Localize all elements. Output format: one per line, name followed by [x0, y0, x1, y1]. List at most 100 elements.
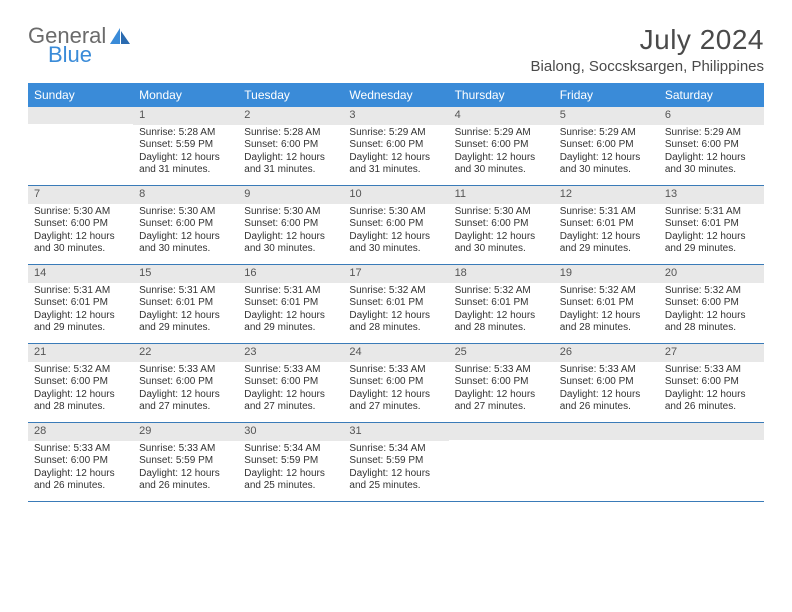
day-line: Daylight: 12 hours and 28 minutes. — [349, 310, 442, 335]
day-line: Sunrise: 5:31 AM — [139, 285, 232, 298]
week-row: 14Sunrise: 5:31 AMSunset: 6:01 PMDayligh… — [28, 265, 764, 344]
day-line: Sunrise: 5:31 AM — [560, 206, 653, 219]
day-cell: 16Sunrise: 5:31 AMSunset: 6:01 PMDayligh… — [238, 265, 343, 343]
day-line: Sunset: 6:00 PM — [34, 455, 127, 468]
day-line: Sunrise: 5:29 AM — [665, 127, 758, 140]
day-body: Sunrise: 5:34 AMSunset: 5:59 PMDaylight:… — [238, 441, 343, 497]
day-cell: 12Sunrise: 5:31 AMSunset: 6:01 PMDayligh… — [554, 186, 659, 264]
month-title: July 2024 — [531, 24, 764, 56]
day-body: Sunrise: 5:29 AMSunset: 6:00 PMDaylight:… — [554, 125, 659, 181]
day-line: Sunrise: 5:33 AM — [34, 443, 127, 456]
day-number: 19 — [554, 265, 659, 283]
day-body: Sunrise: 5:29 AMSunset: 6:00 PMDaylight:… — [343, 125, 448, 181]
day-cell: 3Sunrise: 5:29 AMSunset: 6:00 PMDaylight… — [343, 107, 448, 185]
day-line: Sunrise: 5:31 AM — [665, 206, 758, 219]
day-cell: 25Sunrise: 5:33 AMSunset: 6:00 PMDayligh… — [449, 344, 554, 422]
day-cell: 24Sunrise: 5:33 AMSunset: 6:00 PMDayligh… — [343, 344, 448, 422]
day-line: Daylight: 12 hours and 29 minutes. — [665, 231, 758, 256]
day-number: 30 — [238, 423, 343, 441]
location: Bialong, Soccsksargen, Philippines — [531, 58, 764, 75]
day-line: Sunset: 6:00 PM — [349, 376, 442, 389]
day-cell — [449, 423, 554, 501]
day-cell: 29Sunrise: 5:33 AMSunset: 5:59 PMDayligh… — [133, 423, 238, 501]
day-line: Sunrise: 5:34 AM — [349, 443, 442, 456]
day-body: Sunrise: 5:33 AMSunset: 6:00 PMDaylight:… — [28, 441, 133, 497]
day-number: 21 — [28, 344, 133, 362]
day-line: Daylight: 12 hours and 30 minutes. — [139, 231, 232, 256]
day-body — [28, 124, 133, 130]
day-line: Sunset: 6:01 PM — [560, 218, 653, 231]
day-body — [659, 440, 764, 446]
day-line: Sunrise: 5:30 AM — [139, 206, 232, 219]
day-body: Sunrise: 5:30 AMSunset: 6:00 PMDaylight:… — [343, 204, 448, 260]
dayheader-friday: Friday — [554, 83, 659, 107]
header: General Blue July 2024 Bialong, Soccsksa… — [28, 24, 764, 75]
day-line: Sunrise: 5:32 AM — [560, 285, 653, 298]
day-line: Daylight: 12 hours and 27 minutes. — [244, 389, 337, 414]
day-number: 10 — [343, 186, 448, 204]
day-line: Daylight: 12 hours and 30 minutes. — [455, 152, 548, 177]
dayheader-wednesday: Wednesday — [343, 83, 448, 107]
day-cell: 4Sunrise: 5:29 AMSunset: 6:00 PMDaylight… — [449, 107, 554, 185]
day-line: Daylight: 12 hours and 31 minutes. — [139, 152, 232, 177]
day-line: Sunset: 6:01 PM — [560, 297, 653, 310]
day-line: Sunrise: 5:32 AM — [455, 285, 548, 298]
day-cell: 10Sunrise: 5:30 AMSunset: 6:00 PMDayligh… — [343, 186, 448, 264]
day-line: Daylight: 12 hours and 28 minutes. — [34, 389, 127, 414]
day-line: Daylight: 12 hours and 30 minutes. — [665, 152, 758, 177]
day-line: Sunset: 6:00 PM — [665, 297, 758, 310]
day-cell — [554, 423, 659, 501]
day-line: Daylight: 12 hours and 30 minutes. — [560, 152, 653, 177]
day-line: Sunrise: 5:30 AM — [349, 206, 442, 219]
day-number — [659, 423, 764, 440]
day-line: Sunset: 6:01 PM — [349, 297, 442, 310]
day-line: Sunrise: 5:34 AM — [244, 443, 337, 456]
day-body: Sunrise: 5:31 AMSunset: 6:01 PMDaylight:… — [659, 204, 764, 260]
day-cell: 7Sunrise: 5:30 AMSunset: 6:00 PMDaylight… — [28, 186, 133, 264]
day-body: Sunrise: 5:30 AMSunset: 6:00 PMDaylight:… — [133, 204, 238, 260]
day-number: 1 — [133, 107, 238, 125]
day-line: Daylight: 12 hours and 31 minutes. — [244, 152, 337, 177]
day-number — [554, 423, 659, 440]
day-line: Sunset: 6:00 PM — [244, 376, 337, 389]
day-cell — [659, 423, 764, 501]
day-number: 15 — [133, 265, 238, 283]
day-line: Daylight: 12 hours and 30 minutes. — [349, 231, 442, 256]
day-line: Sunset: 6:00 PM — [455, 376, 548, 389]
day-number: 26 — [554, 344, 659, 362]
day-line: Sunset: 6:00 PM — [560, 139, 653, 152]
day-number: 29 — [133, 423, 238, 441]
day-body: Sunrise: 5:32 AMSunset: 6:01 PMDaylight:… — [554, 283, 659, 339]
day-body: Sunrise: 5:34 AMSunset: 5:59 PMDaylight:… — [343, 441, 448, 497]
day-line: Daylight: 12 hours and 29 minutes. — [139, 310, 232, 335]
day-body: Sunrise: 5:29 AMSunset: 6:00 PMDaylight:… — [659, 125, 764, 181]
day-number: 18 — [449, 265, 554, 283]
day-number: 6 — [659, 107, 764, 125]
day-line: Sunrise: 5:28 AM — [244, 127, 337, 140]
day-body: Sunrise: 5:31 AMSunset: 6:01 PMDaylight:… — [554, 204, 659, 260]
day-body: Sunrise: 5:31 AMSunset: 6:01 PMDaylight:… — [238, 283, 343, 339]
day-number: 16 — [238, 265, 343, 283]
day-cell: 9Sunrise: 5:30 AMSunset: 6:00 PMDaylight… — [238, 186, 343, 264]
day-body — [554, 440, 659, 446]
day-line: Daylight: 12 hours and 30 minutes. — [455, 231, 548, 256]
day-line: Sunset: 5:59 PM — [349, 455, 442, 468]
day-number: 12 — [554, 186, 659, 204]
day-cell: 6Sunrise: 5:29 AMSunset: 6:00 PMDaylight… — [659, 107, 764, 185]
day-line: Daylight: 12 hours and 28 minutes. — [560, 310, 653, 335]
day-line: Daylight: 12 hours and 26 minutes. — [665, 389, 758, 414]
day-number: 2 — [238, 107, 343, 125]
day-number: 25 — [449, 344, 554, 362]
day-body: Sunrise: 5:31 AMSunset: 6:01 PMDaylight:… — [133, 283, 238, 339]
dayheader-sunday: Sunday — [28, 83, 133, 107]
day-line: Sunrise: 5:33 AM — [665, 364, 758, 377]
dayheader-saturday: Saturday — [659, 83, 764, 107]
week-row: 7Sunrise: 5:30 AMSunset: 6:00 PMDaylight… — [28, 186, 764, 265]
day-line: Daylight: 12 hours and 30 minutes. — [34, 231, 127, 256]
day-number — [449, 423, 554, 440]
day-line: Daylight: 12 hours and 26 minutes. — [560, 389, 653, 414]
logo-text: General Blue — [28, 24, 106, 66]
day-line: Sunset: 6:00 PM — [349, 139, 442, 152]
day-body: Sunrise: 5:32 AMSunset: 6:01 PMDaylight:… — [343, 283, 448, 339]
day-line: Sunrise: 5:33 AM — [244, 364, 337, 377]
